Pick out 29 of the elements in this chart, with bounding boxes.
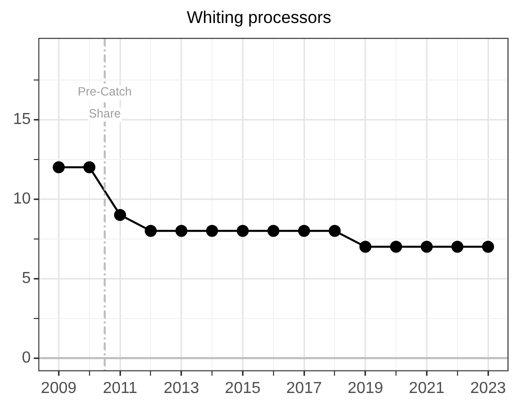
point <box>451 240 464 253</box>
x-tick-label: 2015 <box>224 380 261 397</box>
y-tick-label: 10 <box>13 190 31 208</box>
point <box>328 224 341 237</box>
x-tick-label: 2023 <box>470 380 506 397</box>
point <box>482 240 494 253</box>
x-tick-label: 2013 <box>164 380 200 397</box>
point <box>267 224 280 237</box>
x-tick-label: 2021 <box>408 380 445 397</box>
point <box>390 240 402 253</box>
x-tick-label: 2017 <box>286 380 322 397</box>
point <box>52 161 65 174</box>
point <box>236 224 249 237</box>
point <box>175 224 188 237</box>
point <box>114 208 126 221</box>
point <box>420 240 433 253</box>
x-tick-label: 2011 <box>102 380 138 397</box>
point <box>83 161 96 174</box>
x-tick-label: 2019 <box>348 380 384 397</box>
point <box>206 224 218 237</box>
y-tick-label: 0 <box>22 349 31 366</box>
ref-line-label: Pre-Catch Share <box>78 84 132 121</box>
y-tick-label: 15 <box>13 110 31 128</box>
point <box>144 224 157 237</box>
chart-title: Whiting processors <box>186 8 332 27</box>
y-tick-label: 5 <box>22 270 31 287</box>
point <box>359 240 372 253</box>
x-tick-label: 2009 <box>40 380 77 397</box>
point <box>298 224 310 237</box>
